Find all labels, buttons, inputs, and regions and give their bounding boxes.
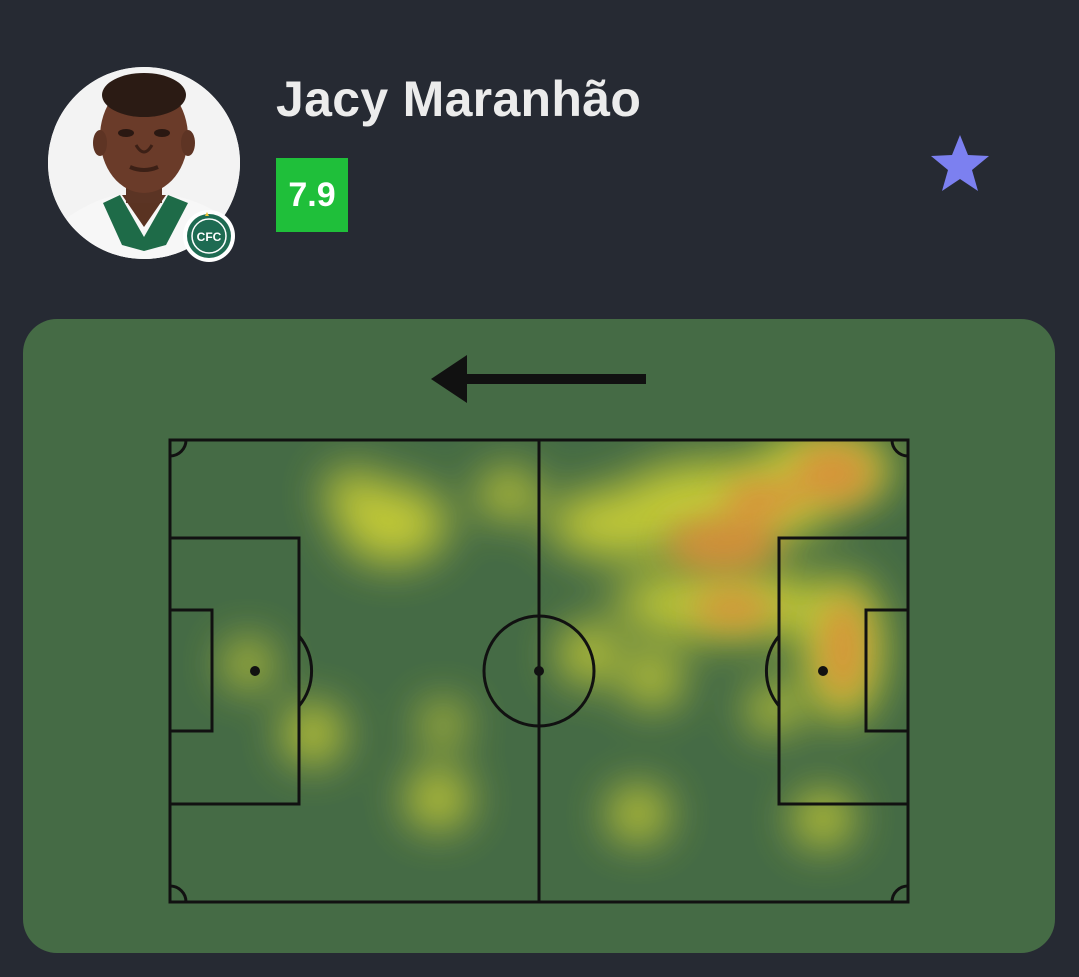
player-avatar[interactable] <box>48 67 240 259</box>
player-photo <box>48 67 240 259</box>
rating-badge: 7.9 <box>276 158 348 232</box>
club-badge: CFC <box>183 210 235 262</box>
club-crest-icon: CFC <box>187 212 231 258</box>
player-photo-illustration <box>48 67 240 259</box>
pitch-spots <box>250 666 828 676</box>
player-name: Jacy Maranhão <box>276 71 642 127</box>
heatmap-layer <box>224 440 893 847</box>
player-header: CFC Jacy Maranhão 7.9 <box>0 0 1079 300</box>
heatmap-pitch <box>168 355 910 904</box>
heatmap-card <box>23 319 1055 953</box>
favorite-button[interactable] <box>926 130 994 196</box>
arrow-left-icon <box>431 355 646 403</box>
club-badge-text: CFC <box>197 230 222 244</box>
star-icon <box>931 135 989 191</box>
